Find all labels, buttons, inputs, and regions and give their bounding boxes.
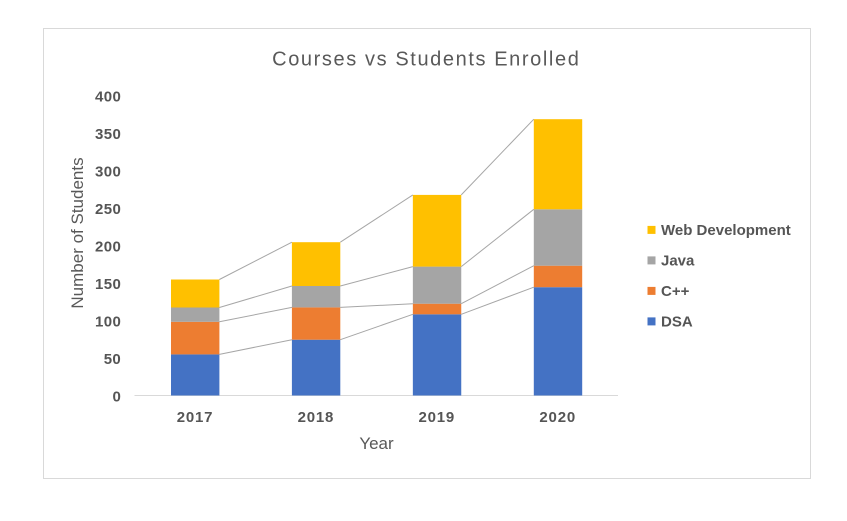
svg-text:Web Development: Web Development xyxy=(661,222,791,239)
svg-text:DSA: DSA xyxy=(661,314,693,331)
svg-text:C++: C++ xyxy=(661,283,690,300)
svg-text:Year: Year xyxy=(359,434,394,453)
svg-text:50: 50 xyxy=(104,351,122,368)
svg-text:Number of Students: Number of Students xyxy=(68,157,87,308)
svg-text:150: 150 xyxy=(95,276,121,293)
svg-text:Java: Java xyxy=(661,253,695,270)
svg-text:300: 300 xyxy=(95,163,121,180)
svg-text:100: 100 xyxy=(95,313,121,330)
svg-text:400: 400 xyxy=(95,88,121,105)
svg-text:2019: 2019 xyxy=(419,409,456,426)
svg-text:2020: 2020 xyxy=(539,409,576,426)
svg-text:2017: 2017 xyxy=(177,409,214,426)
svg-text:Courses vs Students Enrolled: Courses vs Students Enrolled xyxy=(272,49,580,71)
svg-text:350: 350 xyxy=(95,126,121,143)
svg-text:200: 200 xyxy=(95,238,121,255)
svg-text:250: 250 xyxy=(95,201,121,218)
svg-text:2018: 2018 xyxy=(298,409,335,426)
svg-text:0: 0 xyxy=(112,388,121,405)
